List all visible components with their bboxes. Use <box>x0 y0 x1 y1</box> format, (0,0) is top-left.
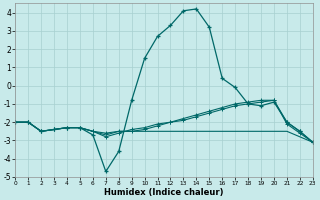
X-axis label: Humidex (Indice chaleur): Humidex (Indice chaleur) <box>104 188 224 197</box>
